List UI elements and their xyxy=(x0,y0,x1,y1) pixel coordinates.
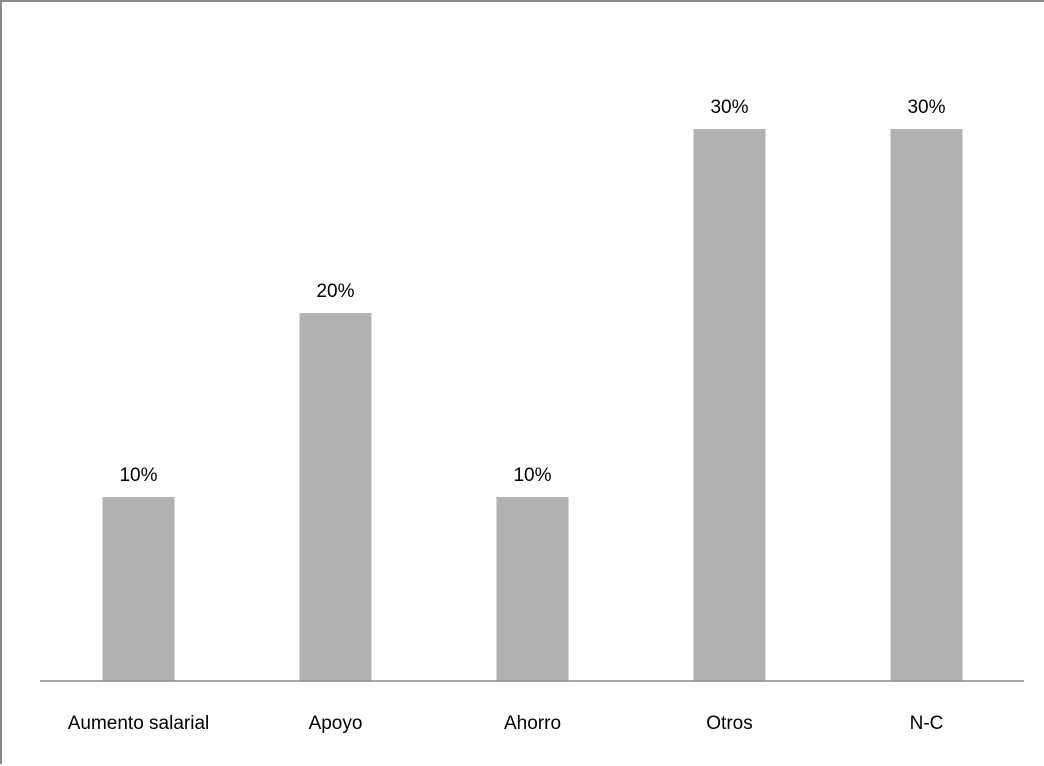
data-label-1: 20% xyxy=(316,281,354,302)
bar-2 xyxy=(496,497,569,681)
x-tick-labels: Aumento salarial Apoyo Ahorro Otros N-C xyxy=(68,713,944,734)
data-label-0: 10% xyxy=(119,465,157,486)
x-tick-label-4: N-C xyxy=(910,713,944,734)
data-label-4: 30% xyxy=(907,97,945,118)
bar-0 xyxy=(102,497,175,681)
x-tick-label-3: Otros xyxy=(706,713,752,734)
x-tick-label-2: Ahorro xyxy=(504,713,561,734)
bars xyxy=(102,129,963,681)
data-label-3: 30% xyxy=(710,97,748,118)
x-tick-label-0: Aumento salarial xyxy=(68,713,210,734)
data-labels: 10% 20% 10% 30% 30% xyxy=(119,97,945,486)
bar-3 xyxy=(693,129,766,681)
bar-4 xyxy=(890,129,963,681)
bar-1 xyxy=(299,313,372,681)
data-label-2: 10% xyxy=(513,465,551,486)
x-tick-label-1: Apoyo xyxy=(309,713,363,734)
